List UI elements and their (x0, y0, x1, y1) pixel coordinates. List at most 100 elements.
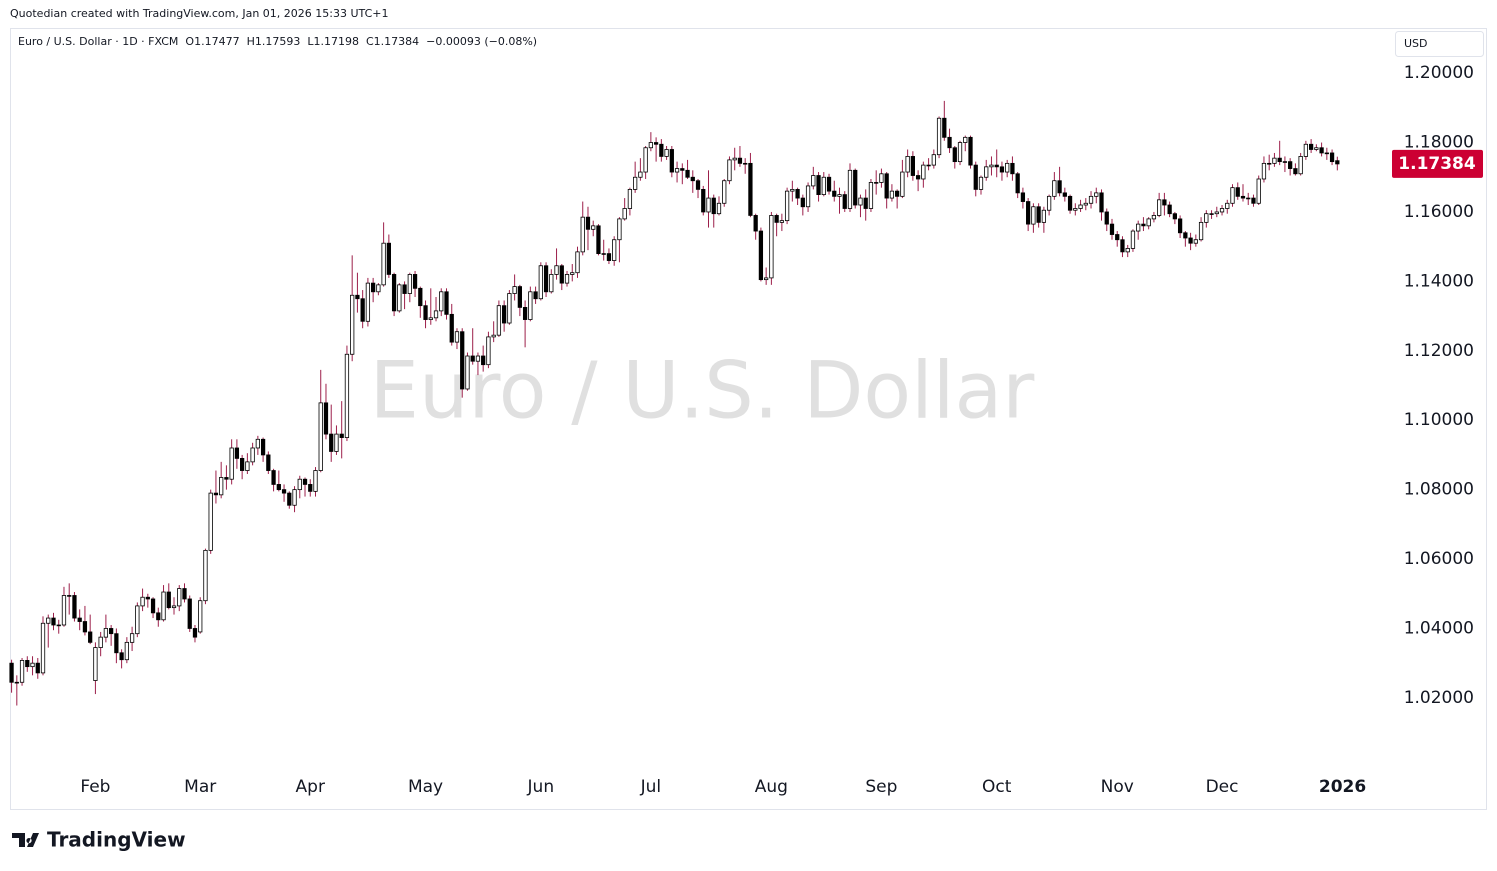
candle-body (936, 117, 942, 156)
candle-body (1308, 143, 1314, 150)
candle-body (224, 477, 229, 480)
candle-body (1209, 213, 1214, 215)
candle-body (109, 628, 114, 635)
legend-high: H1.17593 (247, 35, 301, 48)
watermark: Euro / U.S. Dollar (370, 346, 1036, 436)
candle-body (895, 190, 900, 197)
candle-body (25, 660, 30, 668)
y-tick-label: 1.04000 (1404, 618, 1474, 638)
candle-body (344, 353, 350, 438)
candle-body (690, 176, 695, 182)
candle-body (182, 588, 187, 600)
candle-body (360, 298, 365, 322)
y-tick-label: 1.10000 (1404, 410, 1474, 430)
candle-body (784, 190, 790, 222)
candle-body (323, 402, 329, 435)
candle-body (486, 336, 491, 366)
x-tick-label: Nov (1101, 777, 1134, 797)
candle-body (585, 216, 591, 230)
candle-body (753, 215, 758, 232)
candle-body (386, 242, 391, 275)
candle-body (365, 282, 371, 322)
candle-body (423, 305, 428, 320)
candle-body (470, 355, 475, 362)
candle-body (1141, 223, 1146, 227)
candle-body (1193, 239, 1198, 244)
candle-body (276, 484, 281, 491)
candle-body (811, 175, 816, 187)
candle-body (1272, 157, 1277, 164)
candle-body (517, 286, 522, 308)
candle-body (957, 142, 963, 163)
candle-body (150, 598, 156, 614)
candle-body (538, 265, 543, 300)
candle-body (952, 147, 957, 163)
candle-body (82, 621, 88, 633)
x-tick-label: Oct (982, 777, 1012, 797)
candle-body (140, 596, 145, 607)
legend-low: L1.17198 (307, 35, 359, 48)
candle-body (837, 194, 842, 197)
candle-body (984, 166, 989, 178)
candle-body (1172, 213, 1178, 220)
candle-body (129, 633, 135, 643)
candle-body (915, 175, 921, 180)
candle-body (61, 595, 67, 626)
candle-body (1015, 173, 1020, 194)
candle-body (1151, 215, 1157, 220)
candle-body (669, 149, 674, 173)
candle-body (292, 489, 297, 506)
candle-body (638, 171, 643, 178)
candle-body (816, 175, 821, 196)
candle-body (570, 272, 575, 275)
candle-body (14, 681, 19, 684)
x-tick-label: May (408, 777, 443, 797)
candle-body (973, 164, 978, 190)
candle-body (391, 274, 397, 312)
candle-body (1057, 180, 1062, 194)
candle-body (653, 142, 659, 145)
candle-body (549, 274, 554, 293)
candle-body (371, 282, 376, 293)
candle-body (1267, 162, 1272, 165)
candle-body (1083, 202, 1088, 206)
candle-body (596, 225, 601, 255)
candle-body (748, 162, 753, 216)
candle-body (879, 173, 884, 183)
candle-body (1167, 204, 1172, 215)
candle-body (727, 159, 732, 182)
candle-body (1073, 208, 1078, 211)
candle-body (847, 169, 853, 209)
candle-body (1088, 195, 1094, 204)
candle-body (135, 605, 140, 635)
candle-body (1198, 221, 1204, 241)
candle-body (826, 176, 832, 192)
candle-body (1246, 197, 1251, 200)
candle-body (1005, 162, 1010, 173)
candle-body (376, 284, 381, 293)
candle-body (156, 612, 161, 621)
candle-body (612, 239, 617, 261)
candle-body (711, 197, 716, 215)
candle-body (664, 149, 669, 157)
candle-body (245, 461, 250, 471)
candle-body (145, 596, 150, 600)
candle-body (281, 489, 287, 494)
candle-body (266, 454, 271, 471)
candle-body (643, 147, 648, 173)
candle-body (858, 197, 863, 206)
candle-body (1067, 195, 1073, 211)
candle-body (229, 447, 234, 480)
candle-body (1031, 206, 1036, 225)
candle-body (1041, 209, 1046, 223)
candle-body (685, 169, 690, 178)
legend-close: C1.17384 (366, 35, 419, 48)
y-tick-label: 1.08000 (1404, 480, 1474, 500)
x-tick-label: Feb (80, 777, 110, 797)
candle-body (1188, 237, 1193, 244)
candle-body (1052, 180, 1057, 197)
candle-body (433, 310, 439, 319)
candle-body (769, 215, 774, 279)
candle-body (722, 180, 727, 204)
candle-body (1214, 211, 1219, 215)
